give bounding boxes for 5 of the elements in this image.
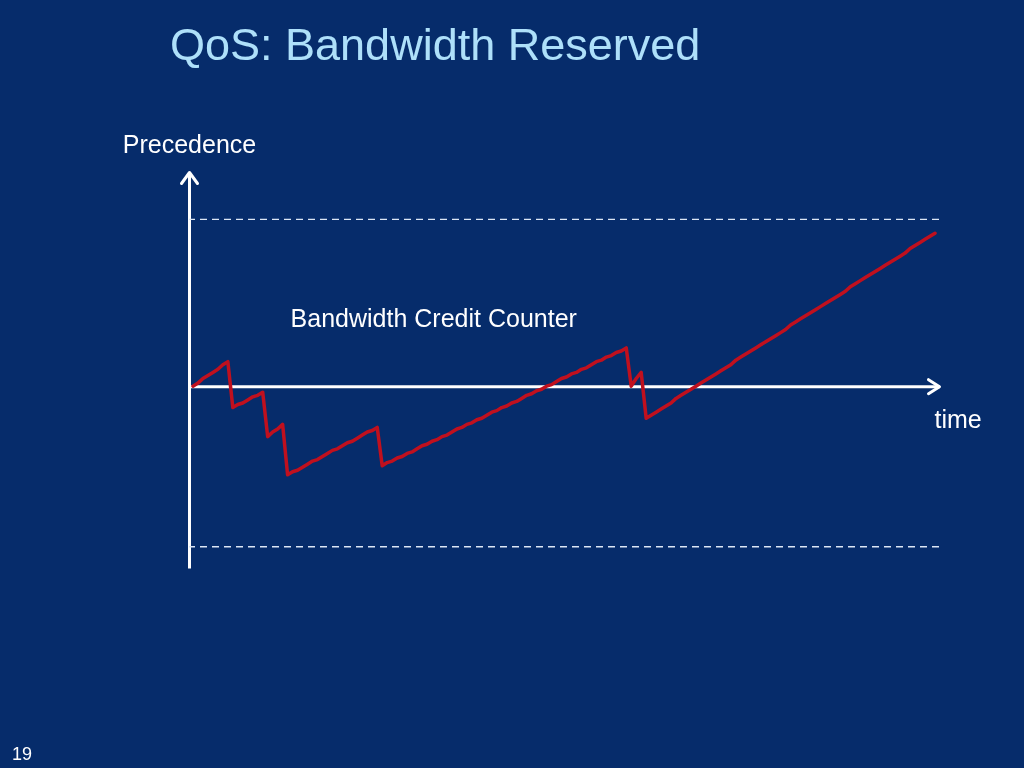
chart-title: QoS: Bandwidth Reserved (170, 19, 701, 70)
text: 19 (12, 744, 33, 764)
y-axis-title: Precedence (122, 129, 257, 158)
x-axis-title: time (934, 404, 982, 433)
series-label: Bandwidth Credit Counter (290, 304, 577, 333)
